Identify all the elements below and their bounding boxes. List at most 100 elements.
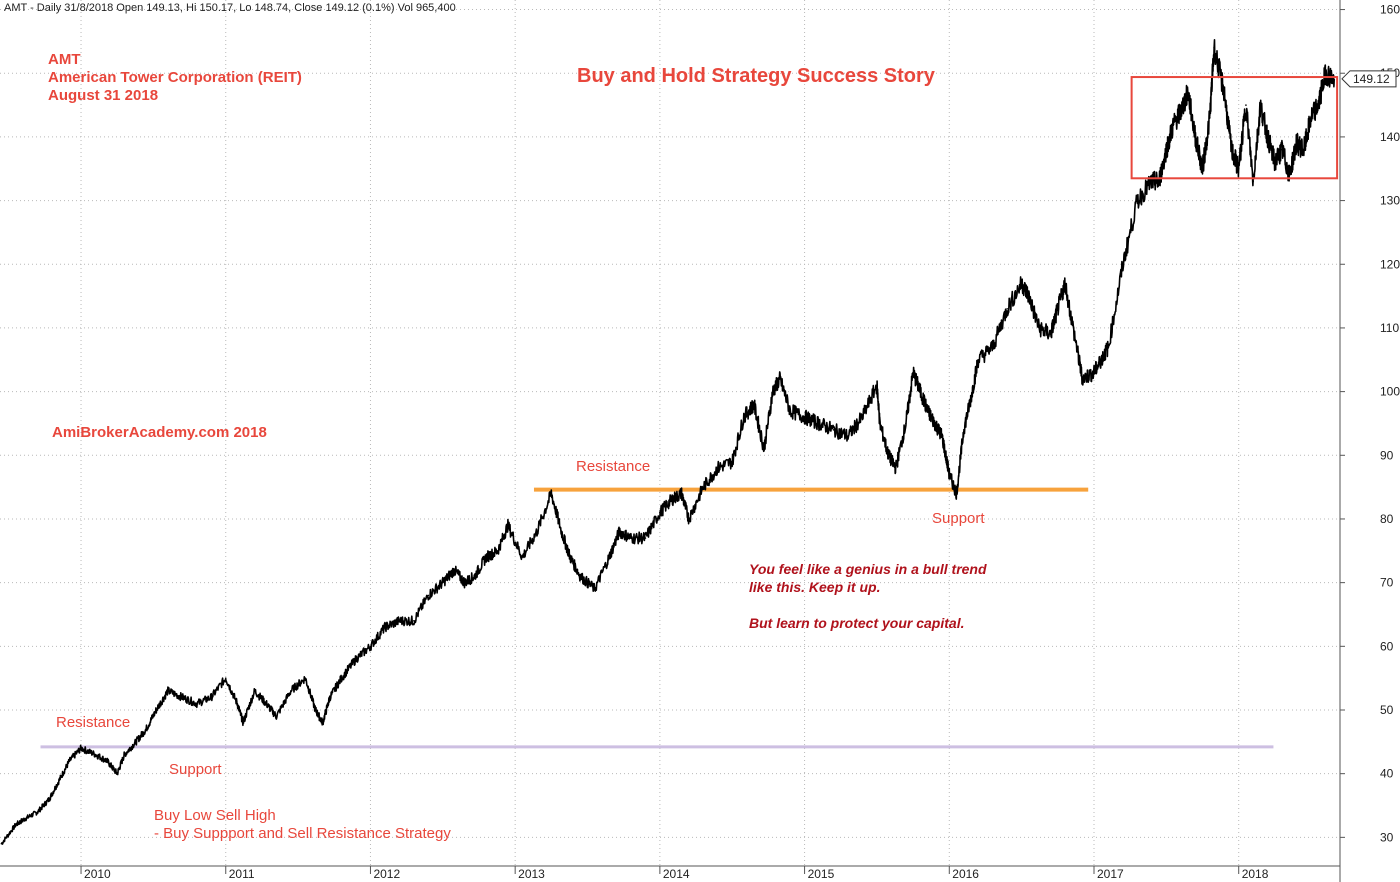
price-point [36,811,39,813]
y-tick-label: 140 [1380,130,1400,144]
price-point [1266,136,1269,138]
price-point [0,842,3,845]
price-point [48,798,51,800]
note-line-3: But learn to protect your capital. [749,615,964,631]
price-point [1165,148,1168,151]
price-point [876,384,878,387]
price-point [753,403,755,406]
price-point [321,721,324,724]
price-point [1075,346,1078,348]
price-point [579,575,582,578]
price-point [1107,346,1110,348]
price-point [1310,117,1312,119]
y-tick-label: 90 [1380,448,1394,462]
price-point [1187,91,1189,94]
x-tick-label: 2013 [518,867,545,881]
price-point [196,702,198,705]
price-point [496,550,499,552]
price-point [763,448,765,450]
price-point [1223,91,1226,94]
price-point [847,435,849,437]
y-tick-label: 80 [1380,512,1394,526]
price-point [818,422,820,425]
price-point [384,626,386,629]
price-point [1324,72,1327,75]
last-close-label: 149.12 [1353,72,1390,86]
price-point [832,429,835,431]
x-tick-label: 2017 [1097,867,1124,881]
last-close-marker-layer: 149.12 [1341,70,1397,88]
price-point [731,460,734,463]
price-point [340,677,343,679]
price-point [1081,378,1084,380]
price-point [879,422,881,425]
price-point [803,416,806,418]
price-point [329,696,331,699]
price-point [1252,180,1254,183]
upper-resistance-label: Resistance [576,458,650,475]
price-point [934,422,936,425]
price-point [473,575,476,578]
x-axis-ticks: 2010 2011 2012 2013 2014 2015 2016 2017 2018 [80,866,1269,881]
price-point [398,620,401,622]
price-point [236,702,239,705]
y-tick-label: 120 [1380,257,1400,271]
price-point [463,581,466,584]
price-point [630,537,632,539]
price-point [1317,104,1320,106]
price-point [536,530,538,533]
price-point [569,556,571,558]
price-point [155,709,158,711]
price-point [680,492,683,495]
price-point [608,556,611,558]
price-point [1180,110,1182,113]
price-point [123,753,126,756]
price-point [15,823,17,826]
price-point [1151,180,1153,183]
price-point [242,721,244,724]
y-tick-label: 40 [1380,767,1394,781]
price-point [593,588,596,590]
price-point [1172,123,1175,125]
price-point [955,492,958,495]
price-point [427,594,430,597]
price-point [887,454,890,457]
y-tick-label: 70 [1380,576,1394,590]
price-point [1259,104,1262,106]
price-point [688,518,690,520]
price-point [106,760,108,762]
chart-header: AMT - Daily 31/8/2018 Open 149.13, Hi 15… [4,2,456,14]
price-point [58,779,61,781]
website-label: AmiBrokerAcademy.com 2018 [52,424,267,441]
lower-support-label: Support [169,761,222,778]
axis-layer [0,0,1341,882]
price-point [253,690,256,692]
price-point [1028,295,1030,297]
grid-layer [0,0,1340,866]
y-tick-label: 130 [1380,194,1400,208]
price-point [1158,180,1160,183]
x-tick-label: 2018 [1242,867,1269,881]
price-point [905,422,907,425]
price-point [224,677,227,679]
date-label: August 31 2018 [48,87,158,104]
price-point [369,645,372,648]
price-point [948,473,951,476]
y-tick-label: 50 [1380,703,1394,717]
price-point [1100,358,1103,361]
price-point [1136,199,1139,202]
y-tick-label: 160 [1380,3,1400,17]
price-point [1006,308,1008,310]
price-point [670,499,673,501]
price-point [1057,308,1059,310]
price-point [507,524,509,527]
price-point [1194,136,1197,138]
x-tick-label: 2014 [663,867,690,881]
price-point [210,696,213,699]
price-point [1049,333,1052,336]
price-point [1288,174,1291,176]
price-point [304,677,307,679]
price-point [1201,167,1204,170]
level-lines [40,487,1274,749]
x-tick-label: 2016 [952,867,979,881]
